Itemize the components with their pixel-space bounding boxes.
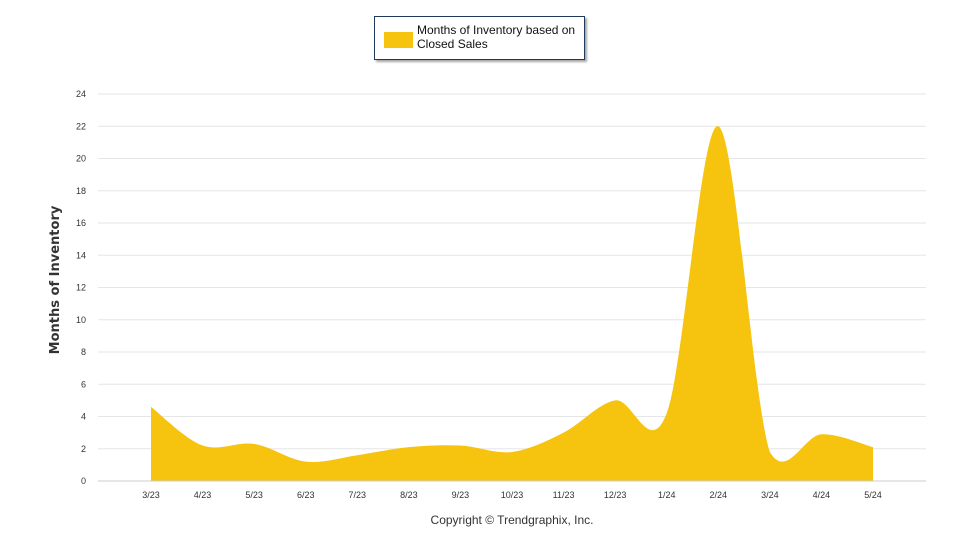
legend-label: Months of Inventory based on Closed Sale… <box>417 23 576 51</box>
x-tick-label: 3/24 <box>761 490 779 500</box>
x-tick-label: 12/23 <box>604 490 627 500</box>
y-tick-label: 14 <box>76 250 86 260</box>
y-tick-label: 16 <box>76 218 86 228</box>
x-tick-label: 3/23 <box>142 490 160 500</box>
y-tick-label: 12 <box>76 283 86 293</box>
y-tick-label: 0 <box>81 476 86 486</box>
x-tick-label: 10/23 <box>501 490 524 500</box>
y-tick-label: 22 <box>76 121 86 131</box>
legend: Months of Inventory based on Closed Sale… <box>374 16 585 60</box>
x-tick-label: 4/23 <box>194 490 212 500</box>
x-tick-label: 6/23 <box>297 490 315 500</box>
x-tick-label: 7/23 <box>349 490 367 500</box>
grid-lines <box>98 93 926 450</box>
x-tick-label: 5/23 <box>245 490 263 500</box>
y-tick-label: 4 <box>81 412 86 422</box>
y-axis-title: Months of Inventory <box>48 205 63 354</box>
x-tick-label: 9/23 <box>452 490 470 500</box>
x-tick-label: 1/24 <box>658 490 676 500</box>
copyright-text: Copyright © Trendgraphix, Inc. <box>431 513 594 527</box>
y-tick-label: 18 <box>76 186 86 196</box>
y-tick-label: 6 <box>81 379 86 389</box>
legend-swatch <box>384 32 413 48</box>
y-tick-label: 2 <box>81 444 86 454</box>
x-tick-label: 5/24 <box>864 490 882 500</box>
y-tick-label: 20 <box>76 154 86 164</box>
y-tick-label: 24 <box>76 89 86 99</box>
x-tick-label: 2/24 <box>710 490 728 500</box>
y-tick-label: 8 <box>81 347 86 357</box>
series-area <box>151 126 873 481</box>
y-tick-label: 10 <box>76 315 86 325</box>
x-tick-label: 4/24 <box>813 490 831 500</box>
x-tick-label: 8/23 <box>400 490 418 500</box>
series-area-path <box>151 126 873 481</box>
x-tick-label: 11/23 <box>553 490 575 500</box>
x-tick-labels: 3/23 4/23 5/23 6/23 7/23 8/23 9/23 10/23 11/23 12… <box>142 490 882 500</box>
